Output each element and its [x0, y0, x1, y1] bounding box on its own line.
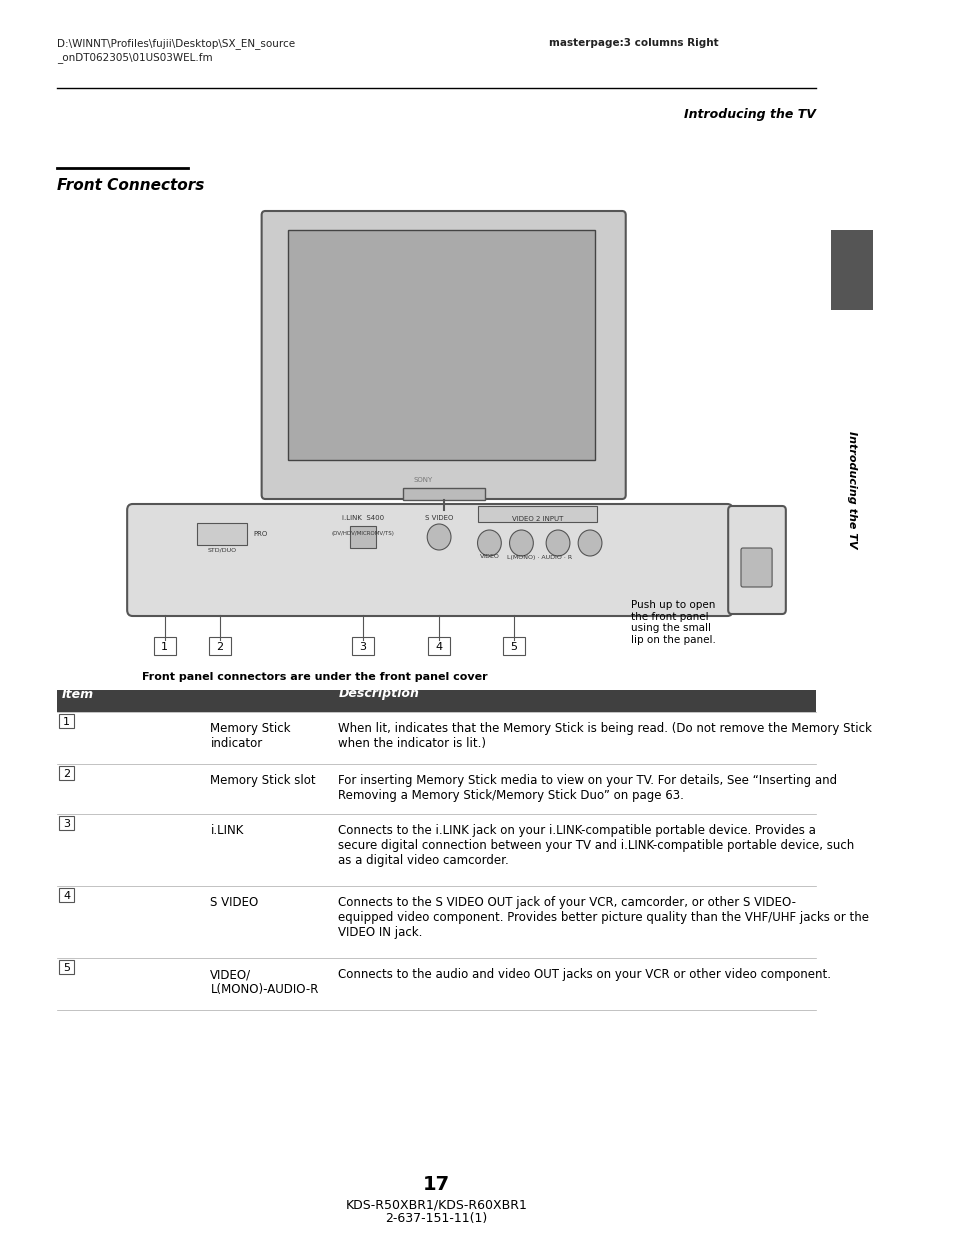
Bar — [830, 230, 872, 310]
Bar — [428, 637, 450, 655]
Bar — [402, 488, 484, 500]
Text: 1: 1 — [161, 642, 168, 652]
Text: L(MONO) · AUDIO · R: L(MONO) · AUDIO · R — [507, 555, 572, 559]
Bar — [56, 713, 815, 764]
Text: When lit, indicates that the Memory Stick is being read. (Do not remove the Memo: When lit, indicates that the Memory Stic… — [338, 722, 871, 750]
Text: Connects to the S VIDEO OUT jack of your VCR, camcorder, or other S VIDEO-
equip: Connects to the S VIDEO OUT jack of your… — [338, 897, 868, 939]
Bar — [196, 522, 247, 545]
Bar — [56, 690, 815, 713]
Text: S VIDEO: S VIDEO — [211, 897, 258, 909]
Bar — [350, 526, 375, 548]
Text: 5: 5 — [63, 963, 71, 973]
Text: Connects to the i.LINK jack on your i.LINK-compatible portable device. Provides : Connects to the i.LINK jack on your i.LI… — [338, 824, 854, 867]
Text: (DV/HDV/MICROMV/TS): (DV/HDV/MICROMV/TS) — [332, 531, 395, 536]
Text: PRO: PRO — [253, 531, 268, 537]
Text: 4: 4 — [63, 890, 71, 902]
Text: _onDT062305\01US03WEL.fm: _onDT062305\01US03WEL.fm — [56, 52, 213, 63]
Circle shape — [427, 524, 451, 550]
Bar — [288, 230, 594, 459]
Circle shape — [509, 530, 533, 556]
FancyBboxPatch shape — [127, 504, 732, 616]
Text: 4: 4 — [436, 642, 442, 652]
Bar — [352, 637, 374, 655]
Bar — [56, 764, 815, 814]
Text: 3: 3 — [63, 819, 71, 829]
Text: i.LINK: i.LINK — [211, 824, 244, 837]
Text: 5: 5 — [510, 642, 517, 652]
Text: For inserting Memory Stick media to view on your TV. For details, See “Inserting: For inserting Memory Stick media to view… — [338, 774, 837, 802]
Text: VIDEO: VIDEO — [479, 555, 498, 559]
Circle shape — [545, 530, 569, 556]
FancyBboxPatch shape — [740, 548, 771, 587]
Circle shape — [477, 530, 500, 556]
Text: i.LINK  S400: i.LINK S400 — [342, 515, 384, 521]
Text: 3: 3 — [359, 642, 366, 652]
Text: Front panel connectors are under the front panel cover: Front panel connectors are under the fro… — [142, 672, 487, 682]
Bar — [56, 885, 815, 958]
Text: 2: 2 — [215, 642, 223, 652]
Bar — [59, 714, 74, 727]
Text: Item: Item — [61, 688, 93, 700]
Bar — [153, 637, 175, 655]
Text: Introducing the TV: Introducing the TV — [846, 431, 856, 548]
Text: Introducing the TV: Introducing the TV — [683, 107, 815, 121]
Text: Connects to the audio and video OUT jacks on your VCR or other video component.: Connects to the audio and video OUT jack… — [338, 968, 831, 981]
Text: D:\WINNT\Profiles\fujii\Desktop\SX_EN_source: D:\WINNT\Profiles\fujii\Desktop\SX_EN_so… — [56, 38, 294, 49]
FancyBboxPatch shape — [261, 211, 625, 499]
Text: Memory Stick slot: Memory Stick slot — [211, 774, 315, 787]
Bar — [59, 888, 74, 902]
Text: 17: 17 — [422, 1174, 450, 1194]
Bar — [59, 816, 74, 830]
Text: Description: Description — [338, 688, 419, 700]
Bar — [59, 766, 74, 781]
Bar — [59, 960, 74, 974]
Text: VIDEO 2 INPUT: VIDEO 2 INPUT — [512, 516, 563, 522]
Text: masterpage:3 columns Right: masterpage:3 columns Right — [548, 38, 718, 48]
Text: 1: 1 — [63, 718, 71, 727]
Bar — [209, 637, 231, 655]
Text: STD/DUO: STD/DUO — [208, 547, 236, 552]
Text: KDS-R50XBR1/KDS-R60XBR1: KDS-R50XBR1/KDS-R60XBR1 — [345, 1198, 527, 1212]
Bar — [56, 958, 815, 1010]
Text: 2: 2 — [63, 769, 71, 779]
Text: SONY: SONY — [413, 477, 432, 483]
Bar — [478, 506, 597, 522]
Circle shape — [578, 530, 601, 556]
Text: 2-637-151-11(1): 2-637-151-11(1) — [385, 1212, 487, 1225]
Bar — [56, 814, 815, 885]
FancyBboxPatch shape — [727, 506, 785, 614]
Text: VIDEO/
L(MONO)-AUDIO-R: VIDEO/ L(MONO)-AUDIO-R — [211, 968, 318, 995]
Text: Memory Stick
indicator: Memory Stick indicator — [211, 722, 291, 750]
Bar — [502, 637, 524, 655]
Text: Push up to open
the front panel
using the small
lip on the panel.: Push up to open the front panel using th… — [631, 600, 716, 645]
Text: Front Connectors: Front Connectors — [56, 178, 204, 193]
Text: S VIDEO: S VIDEO — [424, 515, 453, 521]
